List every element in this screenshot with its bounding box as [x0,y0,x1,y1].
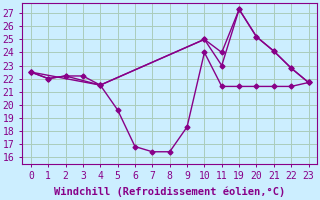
X-axis label: Windchill (Refroidissement éolien,°C): Windchill (Refroidissement éolien,°C) [54,187,285,197]
